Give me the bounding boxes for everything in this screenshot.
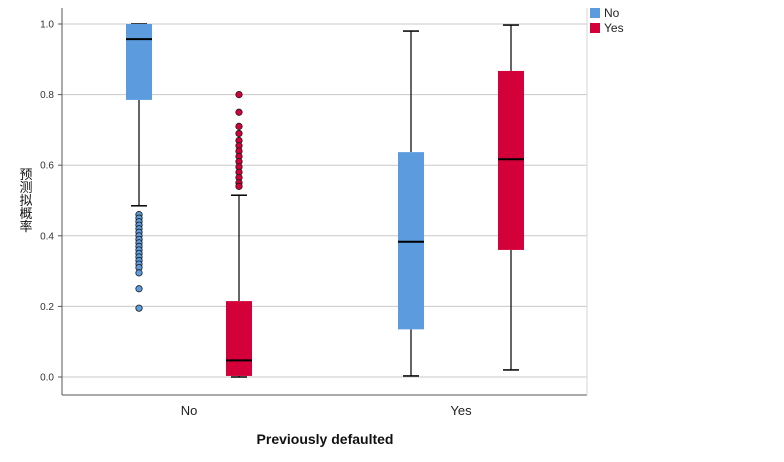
x-category-label: No [181,403,198,418]
y-tick-label: 0.4 [40,231,54,242]
x-axis-label: Previously defaulted [257,431,394,447]
y-tick-label: 0.8 [40,90,54,101]
x-category-label: Yes [450,403,472,418]
box-iqr [126,24,152,100]
outlier-point [235,182,243,190]
legend-swatch [590,8,600,18]
outlier-point [135,269,143,277]
box-yes-yes [498,24,524,371]
y-axis-label: 预测拟概率 [17,168,33,233]
legend-swatch [590,23,600,33]
box-iqr [398,152,424,330]
outlier-point [235,108,243,116]
axes [61,8,588,396]
y-tick-label: 1.0 [40,20,54,31]
x-category-labels: No Yes [181,403,472,418]
box-iqr [498,70,524,250]
box-yes-no [226,91,252,378]
chart-marks [126,23,524,378]
outlier-point [135,304,143,312]
legend-label: Yes [604,21,624,35]
outlier-point [235,91,243,99]
y-tick-labels: 0.0 0.2 0.4 0.6 0.8 1.0 [40,20,54,384]
box-iqr [226,301,252,376]
outlier-point [235,122,243,130]
box-no-yes [398,30,424,377]
outlier-point [135,285,143,293]
box-no-no [126,23,152,312]
y-tick-label: 0.0 [40,373,54,384]
y-tick-label: 0.2 [40,302,54,313]
outlier-point [235,129,243,138]
legend-label: No [604,6,620,20]
y-tick-label: 0.6 [40,161,54,172]
